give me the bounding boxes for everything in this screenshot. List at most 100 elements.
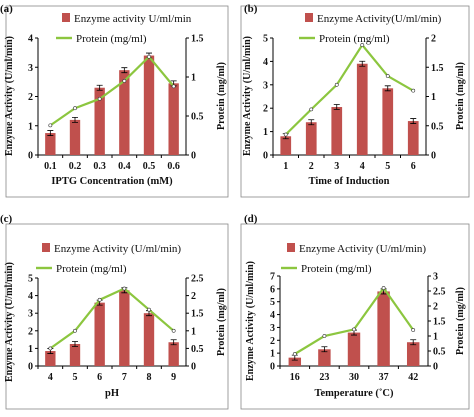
panel-b-protein-point (385, 74, 390, 78)
panel-a-y2-tick-label: 0 (191, 151, 196, 162)
panel-a-protein-line (49, 55, 175, 127)
panel-a-bar (143, 55, 155, 155)
panel-d-x-axis-title: Temperature (˚C) (314, 388, 394, 399)
panel-a-legend-bar-label: Enzyme activity U/ml/min (74, 13, 192, 25)
panel-d-label: (d) (244, 213, 258, 225)
panel-c-protein-point (171, 328, 176, 333)
panel-d-protein-point (381, 286, 386, 290)
panel-d-y-tick-label: 2 (270, 336, 275, 347)
panel-c-protein-point (97, 297, 102, 302)
panel-d-y-tick-label: 1 (270, 349, 275, 360)
panel-a-y-tick-label: 3 (28, 63, 33, 74)
panel-c-y2-tick-label: 2.5 (191, 274, 204, 285)
panel-a-error-bar (121, 67, 128, 74)
panel-b-protein-point (411, 88, 416, 93)
panel-b-y2-tick-label: 1.5 (431, 63, 444, 74)
panel-b-legend-bar-swatch (305, 13, 313, 22)
panel-b-error-bar (333, 104, 340, 110)
panel-c-x-axis-title: pH (105, 388, 119, 399)
panel-d-x-tick-label: 42 (408, 372, 418, 383)
panel-c-y2-tick-label: 0.5 (191, 344, 204, 355)
panel-c-x-tick-label: 5 (73, 372, 78, 383)
panel-c-bar (94, 302, 105, 366)
panel-c-protein-point (48, 346, 53, 351)
panel-b-y2-tick-label: 0.5 (431, 121, 444, 132)
panel-a-x-tick-label: 0.3 (93, 161, 106, 172)
panel-b-legend-bar-label: Enzyme Activity(U/ml/min) (317, 13, 442, 25)
panel-a-y-tick-label: 1 (28, 121, 33, 132)
panel-b-x-tick-label: 6 (411, 161, 416, 172)
panel-c-error-bar (72, 341, 78, 347)
panel-a-legend-line-label: Protein (mg/ml) (76, 33, 147, 45)
panel-c-bar (168, 342, 179, 366)
panel-a-y-axis-title: Enzyme Activity (U/ml/min) (4, 36, 15, 156)
panel-a-frame (5, 5, 229, 198)
panel-b-error-bar (384, 85, 391, 92)
panel-d-bar (377, 291, 390, 366)
panel-d-bar (406, 342, 420, 366)
panel-b-y-tick-label: 5 (263, 34, 268, 45)
panel-b-y2-tick-label: 0 (431, 151, 436, 162)
panel-c-x-tick-label: 9 (171, 372, 176, 383)
panel-a-error-bar (72, 117, 78, 123)
panel-c-bar (119, 290, 130, 366)
panel-c-y-tick-label: 0 (28, 362, 33, 373)
panel-d-legend-bar-label: Enzyme Activity (U/ml/min) (299, 243, 426, 255)
panel-d-protein-point (352, 327, 356, 332)
panel-c-x-tick-label: 8 (147, 372, 152, 383)
panel-a-protein-point (147, 54, 151, 59)
panel-b-y2-axis-title: Protein (mg/ml) (455, 62, 466, 130)
panel-d-y2-axis-title: Protein (mg/ml) (455, 287, 466, 355)
panel-d-y-axis-title: Enzyme Activity (U/ml/min) (245, 261, 256, 381)
panel-a-legend-bar-swatch (62, 13, 70, 22)
panel-a-label: (a) (0, 3, 13, 15)
panel-b-y-tick-label: 4 (263, 57, 268, 68)
panel-d-protein-point (322, 334, 327, 338)
panel-b-y2-tick-label: 1 (431, 92, 436, 103)
panel-b-x-tick-label: 3 (334, 161, 339, 172)
panel-c-label: (c) (0, 213, 13, 225)
panel-a-bar (45, 133, 56, 155)
panel-b-bar (331, 107, 343, 155)
panel-b-y-tick-label: 1 (263, 127, 268, 138)
panel-b-x-tick-label: 1 (283, 161, 288, 172)
panel-c-y2-axis-title: Protein (mg/ml) (216, 288, 227, 356)
panel-b-y-tick-label: 3 (263, 80, 268, 91)
panel-b-error-bar (359, 60, 366, 67)
panel-d-x-tick-label: 30 (349, 372, 359, 383)
panel-b-bar (356, 63, 368, 155)
panel-c-bar (45, 351, 56, 366)
panel-b-protein-point (283, 132, 288, 137)
panel-d-x-tick-label: 23 (319, 372, 329, 383)
panel-b-y-tick-label: 0 (263, 151, 268, 162)
panel-c-protein-line (49, 287, 175, 350)
panel-c-protein-point (73, 328, 77, 333)
panel-d-y-tick-label: 6 (270, 284, 275, 295)
panel-d-y2-tick-label: 0 (433, 362, 438, 373)
panel-d-bar (347, 332, 361, 366)
panel-a-y-tick-label: 2 (28, 92, 33, 103)
panel-c-y-tick-label: 3 (28, 309, 33, 320)
panel-d-y-tick-label: 5 (270, 297, 275, 308)
panel-b-x-tick-label: 5 (385, 161, 390, 172)
panel-a-x-tick-label: 0.2 (69, 161, 82, 172)
panel-c-protein-point (122, 286, 127, 291)
panel-b-error-bar (308, 119, 315, 126)
panel-a-x-axis-title: IPTG Concentration (mM) (51, 176, 173, 187)
panel-d-x-tick-label: 37 (379, 372, 389, 383)
panel-d-y2-tick-label: 1.5 (433, 317, 446, 328)
panel-c-x-tick-label: 4 (48, 372, 53, 383)
panel-b-error-bar (410, 118, 417, 124)
panel-b-protein-line (284, 43, 414, 136)
panel-b-bar (407, 121, 419, 155)
panel-a-bar (94, 87, 105, 155)
panel-c-legend-line-label: Protein (mg/ml) (56, 263, 127, 275)
panel-c-protein-point (147, 307, 151, 312)
panel-b-x-tick-label: 2 (309, 161, 314, 172)
panel-b-label: (b) (244, 3, 258, 15)
panel-b-y-tick-label: 2 (263, 104, 268, 115)
panel-a-x-tick-label: 0.6 (167, 161, 180, 172)
panel-a-protein-point (122, 79, 127, 83)
